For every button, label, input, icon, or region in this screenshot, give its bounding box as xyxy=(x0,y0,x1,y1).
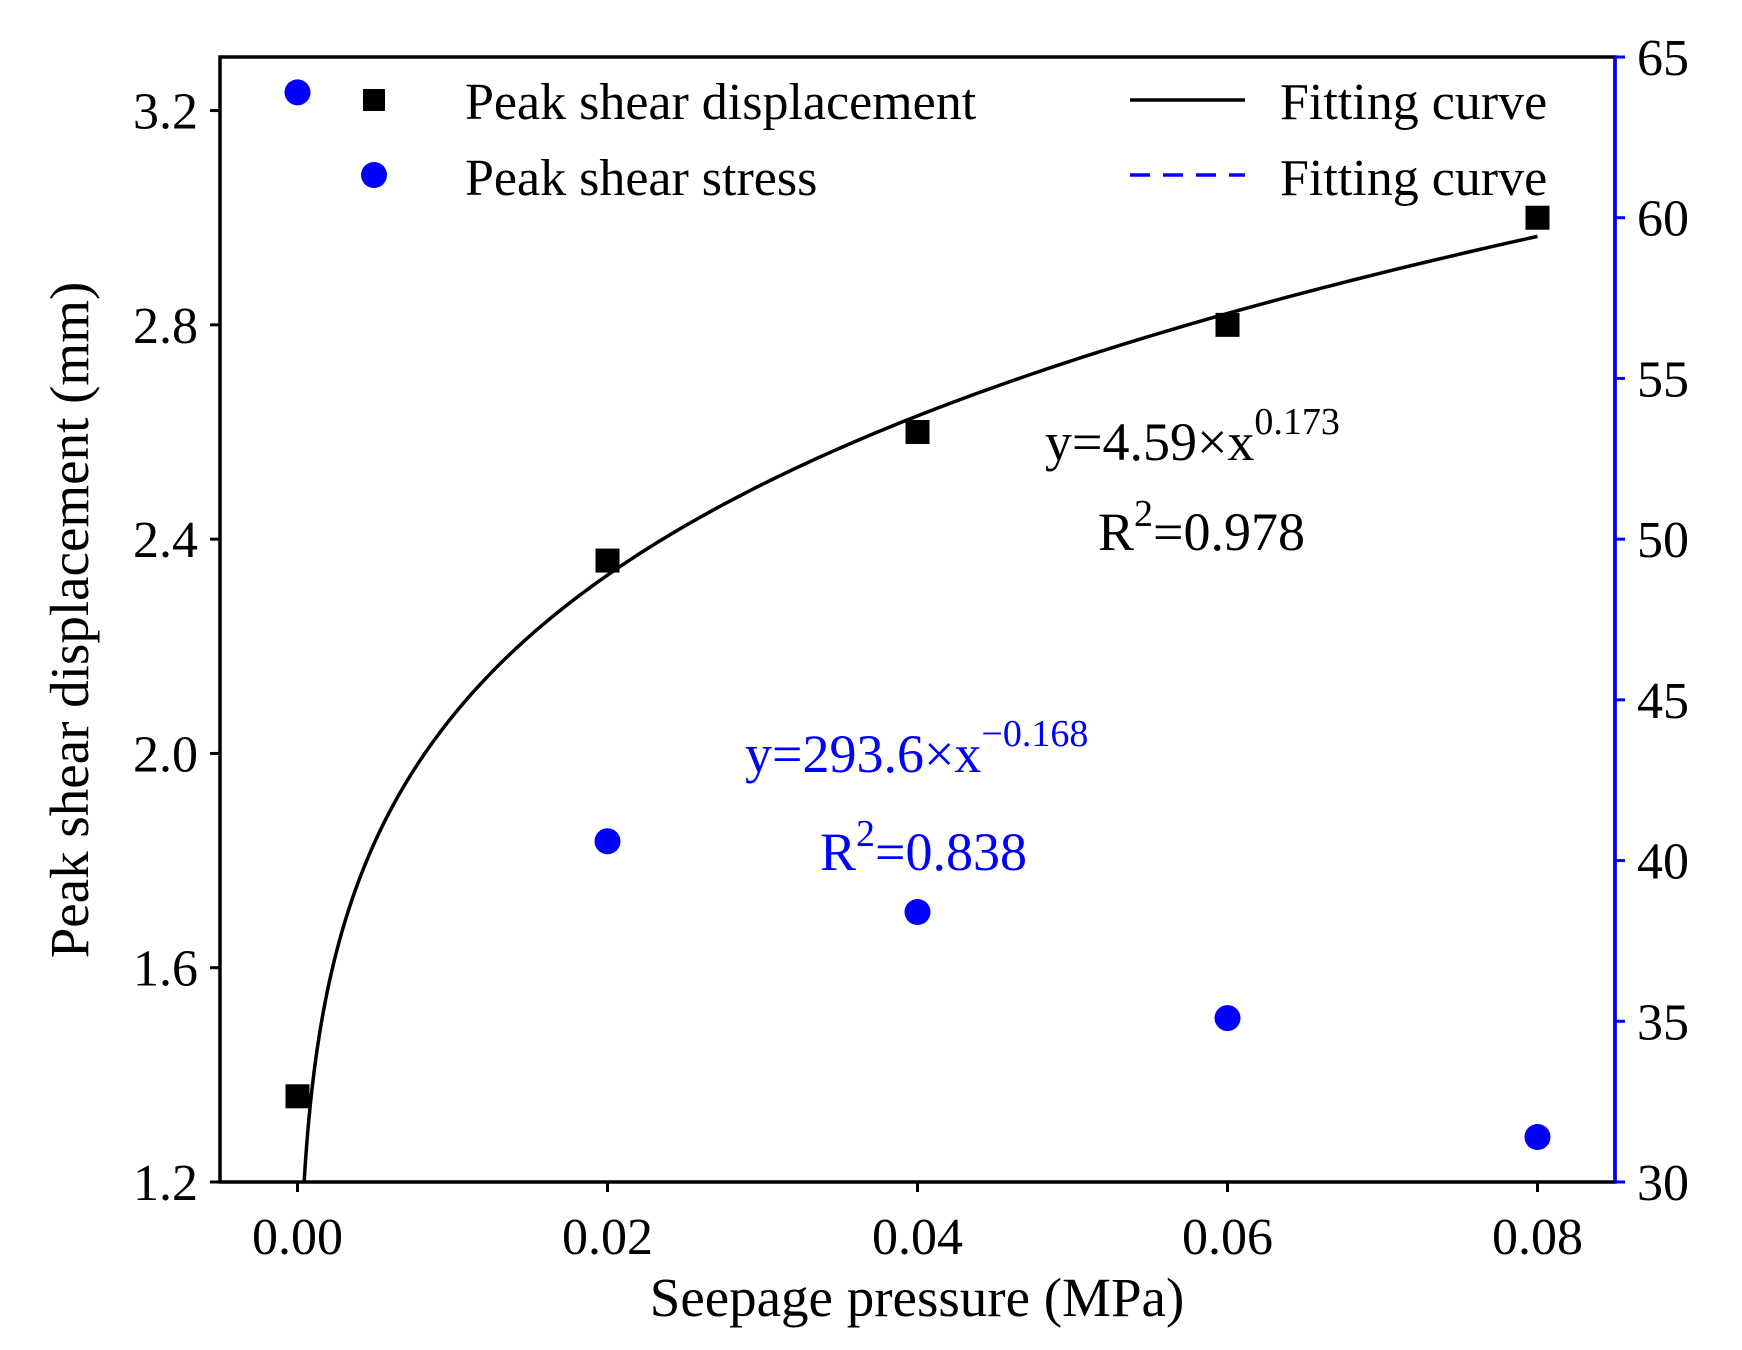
fit-r2-stress: R2=0.838 xyxy=(820,813,1027,882)
stress-point-3 xyxy=(1214,1005,1241,1032)
y-tick-label-3: 2.4 xyxy=(133,512,198,569)
displacement-point-2 xyxy=(905,420,930,444)
legend-label-fit-dashed: Fitting curve xyxy=(1280,150,1547,207)
fit-equation-stress: y=293.6×x−0.168 xyxy=(745,713,1088,784)
fit-r2-displacement: R2=0.978 xyxy=(1098,493,1305,562)
x-tick-label-0: 0.00 xyxy=(252,1209,343,1266)
stress-point-0 xyxy=(284,79,311,106)
legend-label-fit-solid: Fitting curve xyxy=(1280,74,1547,131)
y2-tick-label-0: 30 xyxy=(1637,1155,1689,1212)
y2-tick-label-7: 65 xyxy=(1637,30,1689,87)
fit-equation-displacement: y=4.59×x0.173 xyxy=(1045,401,1340,472)
x-tick-label-1: 0.02 xyxy=(562,1209,653,1266)
legend-label-displacement: Peak shear displacement xyxy=(465,74,977,131)
y2-tick-label-5: 55 xyxy=(1637,351,1689,408)
data-markers xyxy=(284,79,1551,1150)
y2-tick-label-4: 50 xyxy=(1637,512,1689,569)
legend-label-stress: Peak shear stress xyxy=(465,150,817,207)
x-axis-label: Seepage pressure (MPa) xyxy=(650,1267,1185,1328)
fit-curve-displacement xyxy=(302,234,1538,1182)
y2-tick-label-6: 60 xyxy=(1637,191,1689,248)
y-tick-label-5: 3.2 xyxy=(133,84,198,141)
stress-point-4 xyxy=(1524,1124,1551,1150)
y-axis-ticks: 1.2 1.6 2.0 2.4 2.8 3.2 xyxy=(133,84,220,1212)
legend-marker-circle xyxy=(361,162,387,188)
displacement-point-0 xyxy=(285,1084,310,1109)
y2-tick-label-1: 35 xyxy=(1637,994,1689,1051)
y2-axis-ticks: 30 35 40 45 50 55 60 65 xyxy=(1615,30,1689,1212)
legend: Peak shear displacement Peak shear stres… xyxy=(361,74,1547,207)
plot-area xyxy=(218,55,1617,1184)
y-tick-label-0: 1.2 xyxy=(133,1155,198,1212)
stress-point-1 xyxy=(594,828,621,855)
fit-curves xyxy=(302,234,1538,1182)
y-tick-label-2: 2.0 xyxy=(133,726,198,783)
x-tick-label-2: 0.04 xyxy=(872,1209,963,1266)
legend-marker-square xyxy=(363,89,385,111)
x-axis-ticks: 0.00 0.02 0.04 0.06 0.08 xyxy=(252,1182,1583,1266)
displacement-point-3 xyxy=(1215,312,1240,337)
y-tick-label-4: 2.8 xyxy=(133,298,198,355)
y2-tick-label-3: 45 xyxy=(1637,673,1689,730)
x-tick-label-3: 0.06 xyxy=(1182,1209,1273,1266)
y-axis-label: Peak shear displacement (mm) xyxy=(39,282,100,959)
x-tick-label-4: 0.08 xyxy=(1492,1209,1583,1266)
stress-point-2 xyxy=(904,899,931,925)
y2-tick-label-2: 40 xyxy=(1637,834,1689,891)
y-tick-label-1: 1.6 xyxy=(133,941,198,998)
displacement-point-1 xyxy=(595,548,620,573)
displacement-point-4 xyxy=(1525,205,1550,230)
